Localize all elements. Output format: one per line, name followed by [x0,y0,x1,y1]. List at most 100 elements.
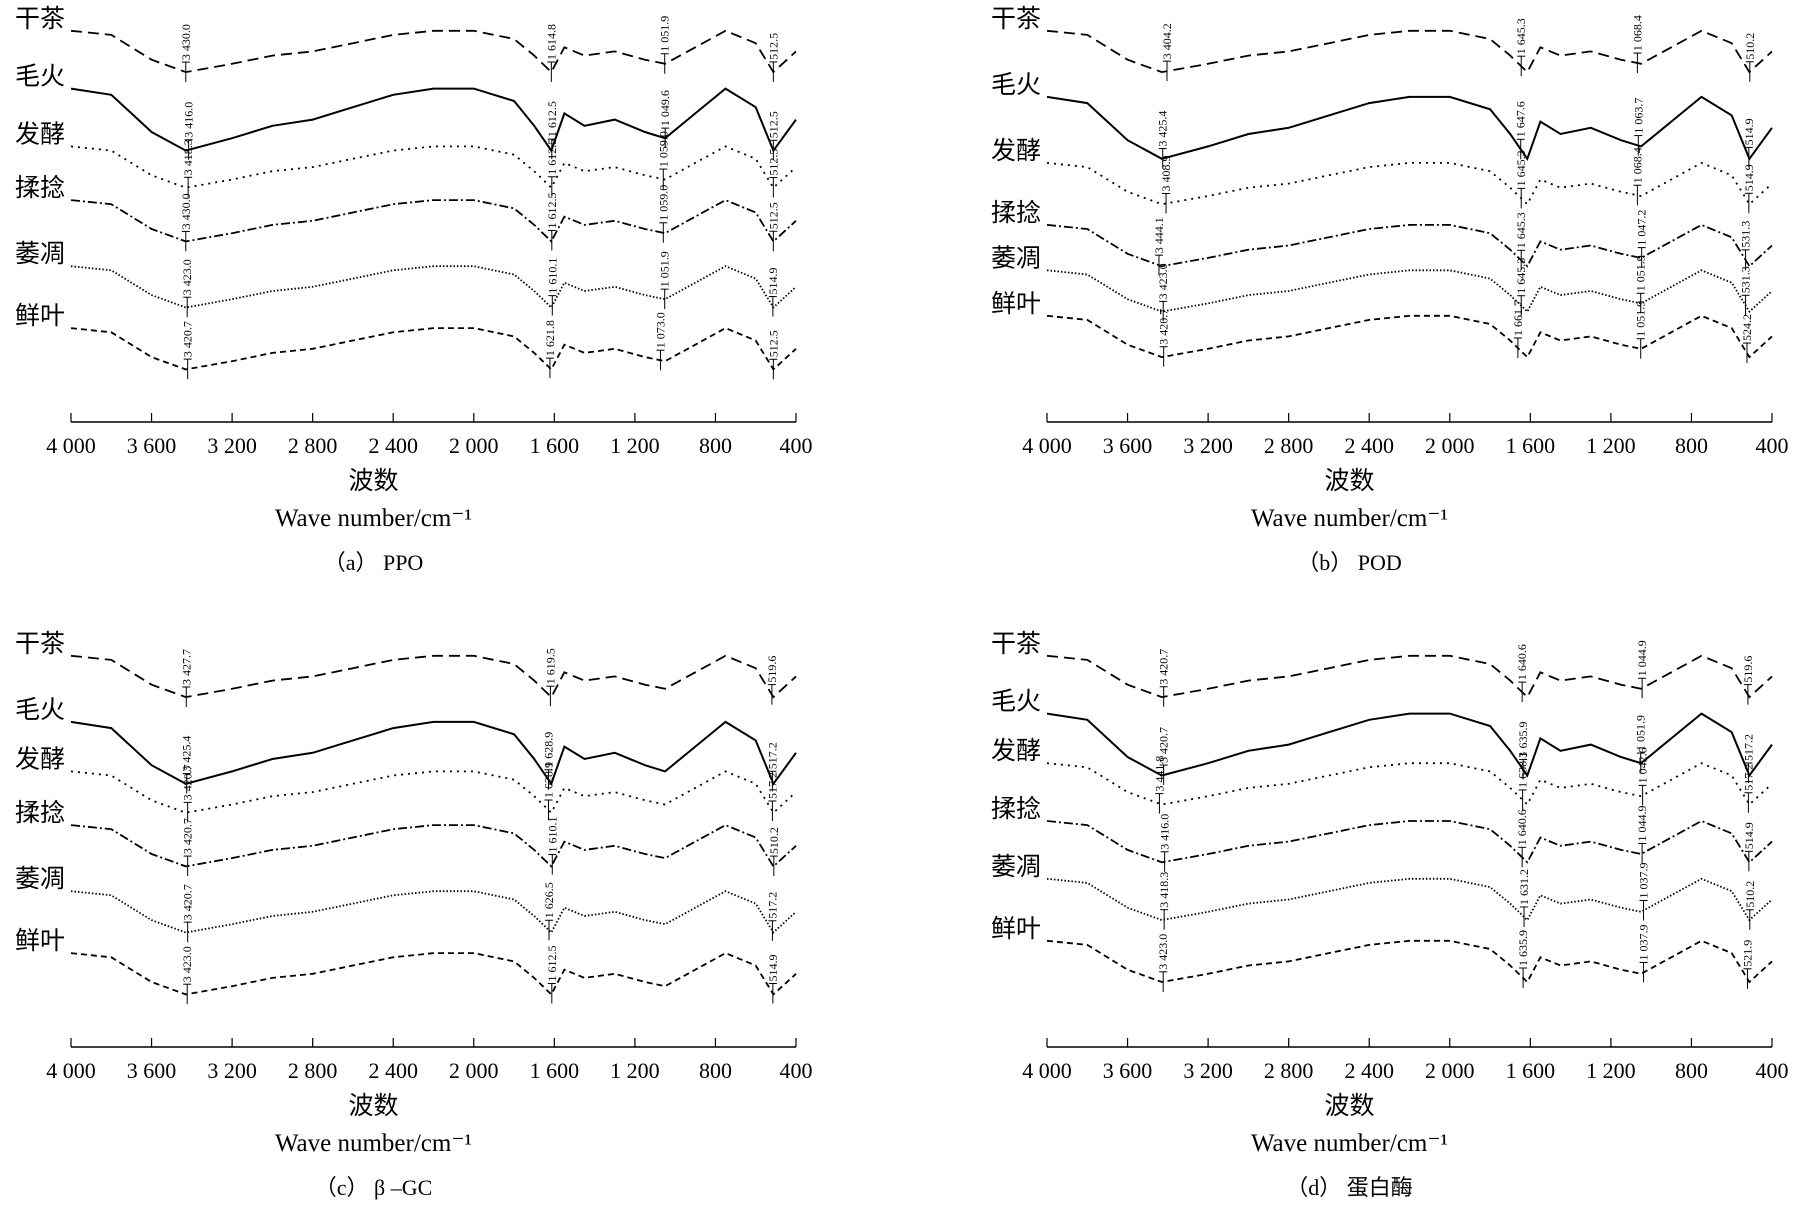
series-name: 鲜叶 [991,915,1041,943]
peak-label: 510.2 [1743,33,1757,60]
series-name: 毛火 [991,71,1041,99]
peak-label: 517.2 [765,742,779,769]
peak-label: 514.9 [1742,822,1756,849]
peak-label: 512.5 [766,33,780,60]
peak-label: 1 621.8 [543,320,557,356]
peak-label: 514.9 [1742,118,1756,145]
peak-label: 512.5 [766,111,780,138]
spectrum-line [1046,161,1773,206]
peak-label: 3 416.0 [182,102,196,138]
spectrum-line [70,720,797,786]
peak-label: 1 612.5 [545,139,559,175]
x-axis-title: 波数 [348,467,398,495]
peak-label: 1 612.5 [545,193,559,229]
peak-label: 3 444.1 [1152,217,1166,253]
peak-label: 3 416.0 [1158,814,1172,850]
caption: （b） POD [1297,550,1402,575]
x-tick-label: 2 800 [1264,433,1314,458]
peak-label: 512.5 [766,202,780,229]
peak-label: 1 063.7 [1631,98,1645,134]
peak-label: 1 049.6 [658,90,672,126]
peak-label: 1 645.3 [1514,212,1528,248]
spectrum-line [70,145,797,190]
peak-label: 1 647.6 [1514,101,1528,137]
peak-label: 3 423.0 [1156,934,1170,970]
caption: （a） PPO [324,550,424,575]
spectrum-line [1046,654,1773,699]
peak-label: 3 420.7 [1157,309,1171,345]
peak-label: 512.5 [766,149,780,176]
x-tick-label: 1 200 [610,433,660,458]
spectrum-line [1046,762,1773,806]
spectrum-line [1046,939,1773,984]
series-name: 鲜叶 [15,927,65,955]
peak-label: 510.2 [767,827,781,854]
caption: （c） β –GC [315,1175,433,1200]
spectrum-line [70,890,797,934]
peak-label: 1 044.9 [1635,640,1649,676]
x-tick-label: 3 600 [1103,1058,1153,1083]
x-tick-label: 3 600 [127,433,177,458]
peak-label: 1 645.3 [1514,18,1528,54]
peak-label: 1 059.0 [656,131,670,167]
peak-label: 3 427.7 [179,649,193,685]
x-axis-title-en: Wave number/cm⁻¹ [275,1130,472,1157]
x-tick-label: 2 000 [1425,433,1475,458]
peak-label: 1 614.8 [544,24,558,60]
x-tick-label: 2 400 [368,1058,418,1083]
peak-label: 1 635.9 [1516,722,1530,758]
peak-label: 1 610.1 [545,258,559,294]
peak-label: 3 420.7 [1157,649,1171,685]
x-tick-label: 3 600 [1103,433,1153,458]
series-name: 揉捻 [991,795,1041,823]
x-tick-label: 2 800 [288,433,338,458]
peak-label: 1 626.5 [542,882,556,918]
spectrum-line [1046,314,1773,359]
x-tick-label: 2 400 [368,433,418,458]
peak-label: 514.9 [766,268,780,295]
peak-label: 1 073.0 [654,312,668,348]
peak-label: 510.2 [1743,881,1757,908]
peak-label: 3 404.2 [1160,23,1174,59]
x-axis-title: 波数 [1324,467,1374,495]
peak-label: 1 051.9 [1634,715,1648,751]
peak-label: 524.2 [1740,314,1754,341]
peak-label: 3 420.7 [1157,727,1171,763]
series-name: 萎凋 [15,240,65,268]
series-name: 萎凋 [991,853,1041,881]
peak-label: 3 418.3 [181,139,195,175]
series-name: 发酵 [15,745,65,773]
series-name: 毛火 [15,696,65,724]
peak-label: 531.3 [1739,266,1753,293]
peak-label: 3 420.7 [181,321,195,357]
peak-label: 3 423.0 [180,946,194,982]
peak-label: 517.2 [1741,764,1755,791]
spectrum-line [70,327,797,371]
x-tick-label: 1 600 [1506,433,1556,458]
spectrum-line [1046,95,1773,161]
x-tick-label: 800 [1675,433,1708,458]
x-tick-label: 4 000 [46,433,96,458]
x-tick-label: 3 600 [127,1058,177,1083]
x-tick-label: 1 200 [610,1058,660,1083]
spectrum-line [70,29,797,74]
series-name: 干茶 [15,630,65,658]
peak-label: 517.2 [765,892,779,919]
x-tick-label: 4 000 [46,1058,96,1083]
x-tick-label: 2 000 [449,1058,499,1083]
spectrum-line [70,87,797,153]
x-tick-label: 400 [1756,433,1789,458]
series-name: 萎凋 [991,244,1041,272]
peak-label: 1 610.1 [545,817,559,853]
peak-label: 521.9 [1741,940,1755,967]
peak-label: 531.3 [1739,221,1753,248]
peak-label: 3 420.7 [181,764,195,800]
x-axis-title-en: Wave number/cm⁻¹ [1251,505,1448,532]
x-tick-label: 800 [699,1058,732,1083]
series-name: 发酵 [991,737,1041,765]
peak-label: 1 619.5 [543,648,557,684]
peak-label: 1 628.9 [542,732,556,768]
x-tick-label: 400 [780,433,813,458]
x-axis-title-en: Wave number/cm⁻¹ [275,505,472,532]
